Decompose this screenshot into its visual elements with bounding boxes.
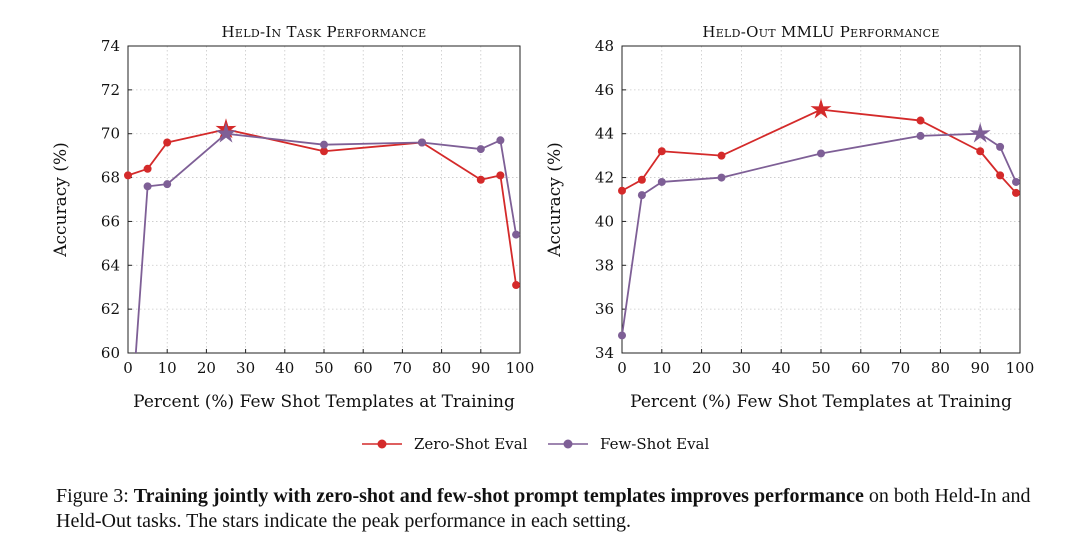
legend-zero-shot-marker xyxy=(377,439,387,449)
data-point-zero-shot-eval xyxy=(1012,188,1021,197)
x-tick-label: 40 xyxy=(275,359,294,377)
data-point-few-shot-eval xyxy=(618,331,626,340)
data-point-zero-shot-eval xyxy=(496,171,505,180)
x-tick-label: 30 xyxy=(732,359,751,377)
x-tick-label: 60 xyxy=(354,359,373,377)
x-tick-label: 20 xyxy=(692,359,711,377)
figure: 0 10 20 30 40 50 60 70 80 90 1006062646668707274He… xyxy=(51,23,1034,453)
x-tick-label: 50 xyxy=(314,359,333,377)
x-tick-label: 10 xyxy=(652,359,671,377)
legend-few-shot-marker xyxy=(563,439,573,449)
data-point-zero-shot-eval xyxy=(143,164,152,173)
y-tick-label: 72 xyxy=(101,81,120,99)
chart-title: Held-In Task Performance xyxy=(222,23,427,41)
x-tick-label: 0 xyxy=(123,359,133,377)
x-tick-label: 50 xyxy=(811,359,830,377)
y-tick-label: 44 xyxy=(595,125,614,143)
data-point-few-shot-eval xyxy=(496,136,505,145)
data-point-few-shot-eval xyxy=(143,182,152,191)
data-point-zero-shot-eval xyxy=(476,175,485,184)
y-tick-label: 74 xyxy=(101,37,120,55)
data-point-few-shot-eval xyxy=(418,138,426,147)
data-point-few-shot-eval xyxy=(1012,177,1021,186)
y-axis-label: Accuracy (%) xyxy=(51,142,71,257)
data-point-zero-shot-eval xyxy=(657,147,666,156)
x-tick-label: 100 xyxy=(1006,359,1035,377)
data-point-few-shot-eval xyxy=(320,140,328,149)
x-tick-label: 10 xyxy=(158,359,177,377)
data-point-zero-shot-eval xyxy=(996,171,1005,180)
chart-title: Held-Out MMLU Performance xyxy=(702,23,939,41)
data-point-few-shot-eval xyxy=(512,230,521,239)
data-point-few-shot-eval xyxy=(163,180,172,189)
x-tick-label: 60 xyxy=(851,359,870,377)
x-tick-label: 100 xyxy=(506,359,535,377)
data-point-zero-shot-eval xyxy=(163,138,172,147)
peak-star-few-shot-eval xyxy=(215,122,237,143)
y-tick-label: 64 xyxy=(101,256,120,274)
panel-held-in: 0 10 20 30 40 50 60 70 80 90 100 60 62 64 66 68 70 72 74 He… xyxy=(51,23,534,412)
peak-star-zero-shot-eval xyxy=(810,98,832,119)
caption-label: Figure 3: xyxy=(56,485,134,507)
data-point-few-shot-eval xyxy=(717,173,726,182)
series-line-few-shot-eval xyxy=(622,132,1017,336)
y-tick-label: 68 xyxy=(101,169,120,187)
data-point-few-shot-eval xyxy=(657,177,666,186)
y-tick-label: 70 xyxy=(101,125,120,143)
x-tick-label: 90 xyxy=(971,359,990,377)
data-point-zero-shot-eval xyxy=(320,147,328,156)
y-tick-label: 48 xyxy=(595,37,614,55)
figure-caption: Figure 3: Training jointly with zero-sho… xyxy=(56,484,1056,534)
legend-few-shot-label: Few-Shot Eval xyxy=(600,435,710,453)
x-tick-label: 40 xyxy=(772,359,791,377)
x-tick-label: 80 xyxy=(432,359,451,377)
x-tick-label: 80 xyxy=(931,359,950,377)
data-point-few-shot-eval xyxy=(476,145,485,154)
x-axis-label: Percent (%) Few Shot Templates at Traini… xyxy=(133,392,515,412)
data-point-zero-shot-eval xyxy=(618,186,626,195)
x-tick-label: 90 xyxy=(471,359,490,377)
y-tick-label: 34 xyxy=(595,344,614,362)
data-point-zero-shot-eval xyxy=(976,147,985,156)
panel-held-out: 0 10 20 30 40 50 60 70 80 90 100 34 36 38 40 42 44 46 48 He… xyxy=(545,23,1034,412)
y-tick-label: 46 xyxy=(595,81,614,99)
legend-zero-shot-label: Zero-Shot Eval xyxy=(414,435,528,453)
y-tick-label: 36 xyxy=(595,300,614,318)
y-axis-label: Accuracy (%) xyxy=(545,142,565,257)
legend: Zero-Shot Eval Few-Shot Eval xyxy=(362,435,710,453)
data-point-few-shot-eval xyxy=(996,142,1005,151)
peak-star-few-shot-eval xyxy=(969,122,991,143)
x-axis-label: Percent (%) Few Shot Templates at Traini… xyxy=(630,392,1012,412)
x-tick-label: 70 xyxy=(393,359,412,377)
y-tick-label: 62 xyxy=(101,300,120,318)
x-tick-label: 0 xyxy=(617,359,627,377)
caption-rest: on both Held-In and Held-Out tasks. The … xyxy=(56,485,1031,532)
data-point-zero-shot-eval xyxy=(637,175,646,184)
y-tick-label: 66 xyxy=(101,212,120,230)
data-point-zero-shot-eval xyxy=(512,281,521,290)
x-tick-label: 30 xyxy=(236,359,255,377)
y-tick-label: 42 xyxy=(595,169,614,187)
y-tick-label: 40 xyxy=(595,212,614,230)
caption-bold: Training jointly with zero-shot and few-… xyxy=(133,485,864,507)
y-tick-label: 60 xyxy=(101,344,120,362)
data-point-zero-shot-eval xyxy=(916,116,925,125)
data-point-zero-shot-eval xyxy=(717,151,726,160)
data-point-few-shot-eval xyxy=(817,149,825,158)
data-point-few-shot-eval xyxy=(637,191,646,200)
data-point-zero-shot-eval xyxy=(124,171,132,180)
y-tick-label: 38 xyxy=(595,256,614,274)
data-point-few-shot-eval xyxy=(916,131,925,140)
x-tick-label: 20 xyxy=(197,359,216,377)
x-tick-label: 70 xyxy=(891,359,910,377)
